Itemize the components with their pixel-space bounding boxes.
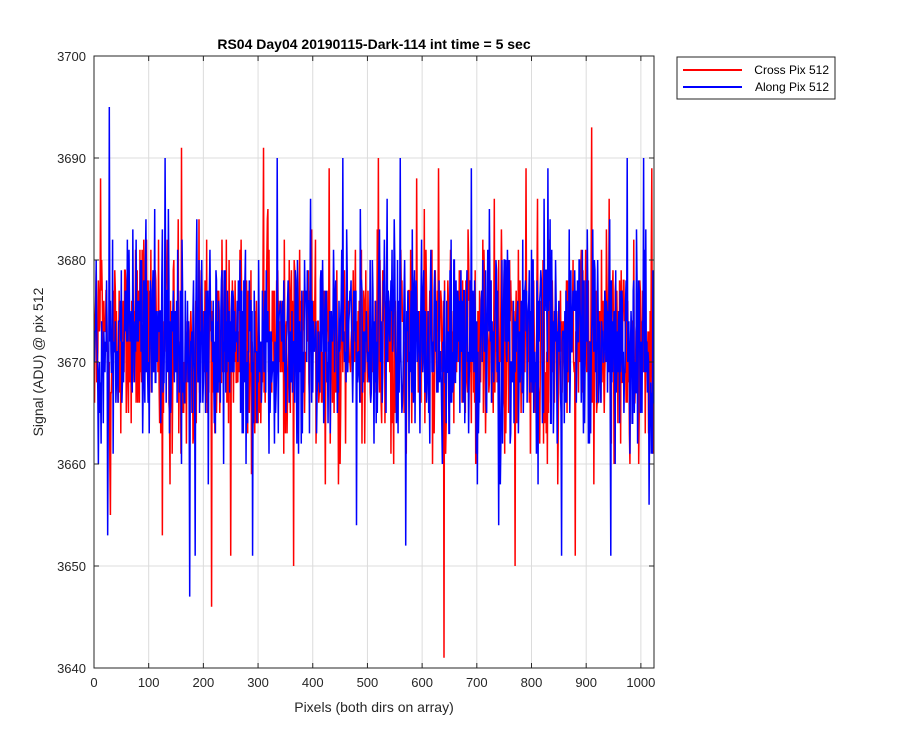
legend-label-along-pix-512: Along Pix 512	[755, 80, 829, 94]
x-tick-label: 400	[302, 675, 324, 690]
legend-box	[676, 56, 836, 100]
x-tick-label: 0	[90, 675, 97, 690]
y-tick-labels: 3640 3650 3660 3670 3680 3690 3700	[57, 49, 86, 676]
y-tick-label: 3690	[57, 151, 86, 166]
x-tick-labels: 0 100 200 300 400 500 600 700 800 900 1000	[90, 675, 655, 690]
x-tick-label: 100	[138, 675, 160, 690]
y-tick-label: 3650	[57, 559, 86, 574]
series-lines	[93, 106, 655, 658]
x-tick-label: 700	[466, 675, 488, 690]
y-tick-label: 3700	[57, 49, 86, 64]
x-tick-label: 500	[357, 675, 379, 690]
x-tick-label: 1000	[626, 675, 655, 690]
legend-label-cross-pix-512: Cross Pix 512	[754, 63, 829, 77]
legend: Cross Pix 512 Along Pix 512	[676, 56, 836, 100]
y-tick-label: 3670	[57, 355, 86, 370]
y-tick-label: 3660	[57, 457, 86, 472]
x-tick-label: 200	[193, 675, 215, 690]
x-tick-label: 800	[521, 675, 543, 690]
chart-title: RS04 Day04 20190115-Dark-114 int time = …	[217, 36, 530, 52]
y-tick-label: 3680	[57, 253, 86, 268]
y-tick-label: 3640	[57, 661, 86, 676]
y-axis-label: Signal (ADU) @ pix 512	[30, 287, 46, 436]
x-tick-label: 900	[575, 675, 597, 690]
x-tick-label: 600	[411, 675, 433, 690]
series-line-along-pix-512	[93, 106, 655, 597]
x-axis-label: Pixels (both dirs on array)	[294, 699, 454, 715]
plot-area: 0 100 200 300 400 500 600 700 800 900 1000 3640 365…	[57, 49, 655, 690]
tick-marks	[93, 55, 654, 669]
x-tick-label: 300	[247, 675, 269, 690]
